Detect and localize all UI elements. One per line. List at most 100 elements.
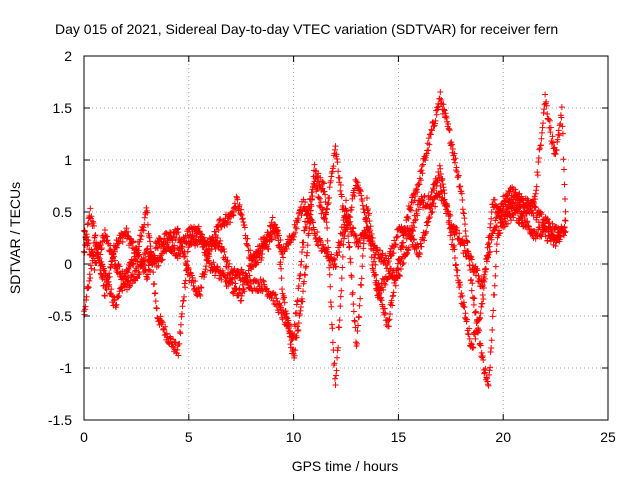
data-point bbox=[331, 256, 338, 263]
data-point bbox=[107, 264, 114, 271]
data-point bbox=[399, 261, 406, 268]
data-point bbox=[395, 272, 402, 279]
data-point bbox=[552, 151, 559, 158]
data-point bbox=[483, 374, 490, 381]
data-point bbox=[311, 161, 318, 168]
data-point bbox=[90, 255, 97, 262]
data-point bbox=[476, 314, 483, 321]
data-point bbox=[441, 107, 448, 114]
data-point bbox=[411, 236, 418, 243]
data-point bbox=[470, 344, 477, 351]
data-point bbox=[294, 298, 301, 305]
data-point bbox=[84, 240, 91, 247]
data-point bbox=[141, 267, 148, 274]
data-point bbox=[136, 271, 143, 278]
data-point bbox=[85, 240, 92, 247]
data-point bbox=[424, 222, 431, 229]
data-point bbox=[298, 295, 305, 302]
data-point bbox=[392, 241, 399, 248]
data-point bbox=[136, 251, 143, 258]
data-point bbox=[142, 267, 149, 274]
data-point bbox=[485, 254, 492, 261]
data-point bbox=[437, 89, 444, 96]
data-point bbox=[360, 206, 367, 213]
data-point bbox=[337, 240, 344, 247]
data-point bbox=[400, 260, 407, 267]
data-point bbox=[82, 306, 89, 313]
data-point bbox=[440, 101, 447, 108]
data-point bbox=[233, 193, 240, 200]
data-point bbox=[426, 214, 433, 221]
data-point bbox=[321, 216, 328, 223]
data-point bbox=[162, 323, 169, 330]
data-point bbox=[446, 127, 453, 134]
data-point bbox=[144, 245, 151, 252]
data-point bbox=[345, 239, 352, 246]
data-point bbox=[178, 313, 185, 320]
data-point bbox=[87, 274, 94, 281]
data-point bbox=[373, 247, 380, 254]
data-point bbox=[181, 293, 188, 300]
data-point bbox=[277, 237, 284, 244]
data-point bbox=[272, 221, 279, 228]
data-point bbox=[399, 243, 406, 250]
data-point bbox=[205, 257, 212, 264]
data-point bbox=[190, 282, 197, 289]
data-point bbox=[328, 173, 335, 180]
data-point bbox=[452, 155, 459, 162]
data-point bbox=[485, 381, 492, 388]
data-point bbox=[221, 248, 228, 255]
data-point bbox=[88, 248, 95, 255]
data-point bbox=[279, 316, 286, 323]
data-point bbox=[215, 227, 222, 234]
data-point bbox=[201, 271, 208, 278]
data-point bbox=[234, 196, 241, 203]
data-point bbox=[461, 215, 468, 222]
data-point bbox=[393, 234, 400, 241]
data-point bbox=[104, 237, 111, 244]
data-point bbox=[557, 233, 564, 240]
data-point bbox=[181, 249, 188, 256]
data-point bbox=[464, 238, 471, 245]
data-point bbox=[464, 239, 471, 246]
data-point bbox=[400, 239, 407, 246]
data-point bbox=[229, 211, 236, 218]
data-point bbox=[460, 299, 467, 306]
data-point bbox=[459, 197, 466, 204]
data-point bbox=[333, 263, 340, 270]
data-point bbox=[306, 225, 313, 232]
data-point bbox=[225, 282, 232, 289]
data-point bbox=[304, 242, 311, 249]
data-point bbox=[539, 124, 546, 131]
data-point bbox=[486, 371, 493, 378]
data-point bbox=[387, 310, 394, 317]
data-point bbox=[297, 262, 304, 269]
data-point bbox=[405, 244, 412, 251]
data-point bbox=[268, 229, 275, 236]
data-point bbox=[91, 234, 98, 241]
data-point bbox=[291, 331, 298, 338]
data-point bbox=[334, 354, 341, 361]
data-point bbox=[357, 187, 364, 194]
data-point bbox=[416, 249, 423, 256]
data-point bbox=[352, 339, 359, 346]
data-point bbox=[152, 298, 159, 305]
data-point bbox=[98, 258, 105, 265]
data-point bbox=[336, 174, 343, 181]
data-point bbox=[556, 229, 563, 236]
data-point bbox=[472, 335, 479, 342]
data-point bbox=[361, 209, 368, 216]
data-point bbox=[489, 313, 496, 320]
data-point bbox=[396, 272, 403, 279]
data-point bbox=[153, 305, 160, 312]
data-point bbox=[315, 242, 322, 249]
data-point bbox=[346, 243, 353, 250]
data-point bbox=[287, 341, 294, 348]
data-point bbox=[117, 235, 124, 242]
data-point bbox=[459, 206, 466, 213]
data-point bbox=[492, 272, 499, 279]
data-point bbox=[347, 218, 354, 225]
data-point bbox=[512, 186, 519, 193]
data-point bbox=[385, 317, 392, 324]
data-point bbox=[331, 146, 338, 153]
